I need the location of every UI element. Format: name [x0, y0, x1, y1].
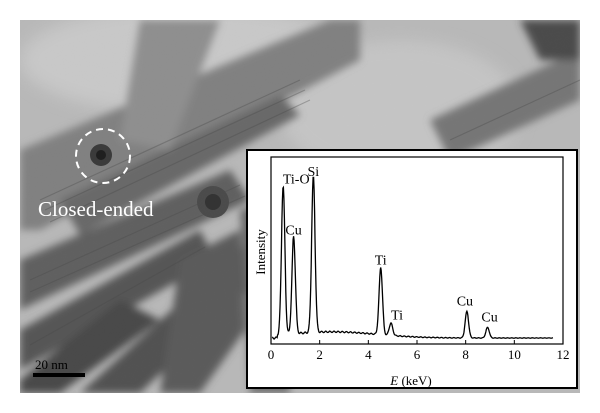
x-tick-label: 6 — [414, 347, 421, 362]
x-axis-unit: (keV) — [398, 373, 432, 388]
scale-bar-label: 20 nm — [35, 357, 68, 372]
closed-ended-label: Closed-ended — [38, 197, 154, 221]
closed-ended-marker-circle — [75, 128, 131, 184]
x-tick-label: 0 — [268, 347, 275, 362]
peak-label: Ti-O — [283, 172, 310, 187]
x-tick-label: 8 — [462, 347, 469, 362]
x-tick-label: 4 — [365, 347, 372, 362]
peak-label: Cu — [457, 294, 473, 309]
x-tick-label: 10 — [508, 347, 521, 362]
x-tick-label: 12 — [557, 347, 570, 362]
peak-label: Cu — [481, 310, 497, 325]
edx-spectrum-inset: Intensity 0 2 4 6 8 10 12 Ti-O Cu Si Ti Ti Cu Cu E (… — [246, 149, 578, 389]
spectrum-line — [271, 176, 554, 340]
inset-frame — [246, 149, 578, 389]
peak-label-group: Ti-O Cu Si Ti Ti Cu Cu — [283, 165, 498, 325]
peak-label: Cu — [285, 224, 301, 239]
x-tick-label-group: 0 2 4 6 8 10 12 — [268, 347, 570, 362]
x-axis-label: E (keV) — [389, 373, 432, 388]
peak-label: Si — [307, 165, 319, 180]
x-tick-group — [270, 340, 564, 344]
x-axis-variable: E — [389, 373, 398, 388]
y-axis-label: Intensity — [253, 229, 268, 275]
peak-label: Ti — [391, 309, 403, 324]
peak-label: Ti — [375, 254, 387, 269]
x-tick-label: 2 — [316, 347, 323, 362]
scale-bar — [33, 373, 85, 377]
